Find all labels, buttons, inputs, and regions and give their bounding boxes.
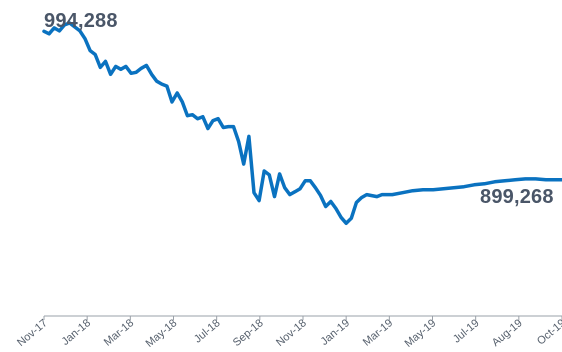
x-tick-label: May-19 (403, 317, 439, 350)
x-tick-label: Oct-19 (535, 317, 562, 347)
x-tick-label: Aug-19 (490, 317, 525, 349)
x-tick-label: Mar-18 (102, 317, 136, 349)
x-tick-label: Sep-18 (231, 317, 266, 349)
x-tick-label: Jul-19 (451, 317, 482, 345)
x-ticks: Nov-17 Jan-18 Mar-18 May-18 Jul-18 Sep-18 Nov-… (15, 316, 562, 350)
x-tick-label: Jul-18 (192, 317, 223, 345)
x-tick-label: Jan-18 (60, 317, 93, 348)
x-tick-label: Nov-18 (274, 317, 309, 349)
x-tick-label: Nov-17 (15, 317, 50, 349)
x-tick-label: Mar-19 (361, 317, 395, 349)
x-tick-label: Jan-19 (319, 317, 352, 348)
end-value-label: 899,268 (480, 186, 554, 208)
series-line (42, 21, 562, 226)
start-value-label: 994,288 (44, 10, 118, 32)
x-tick-label: May-18 (144, 317, 180, 350)
